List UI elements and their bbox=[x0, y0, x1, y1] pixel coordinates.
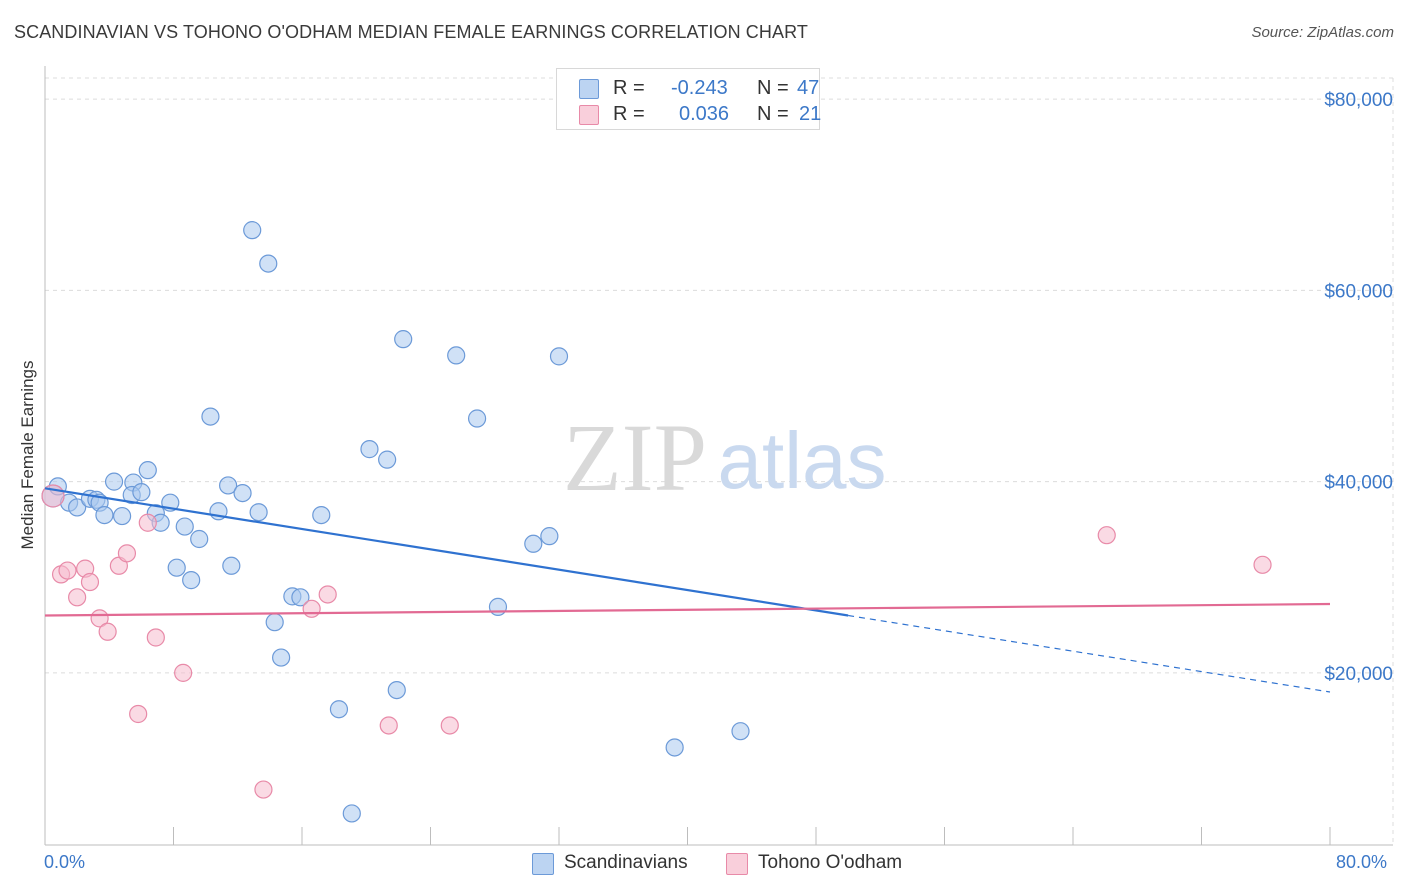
y-tick-labels: $20,000 $40,000 $60,000 $80,000 bbox=[1324, 90, 1393, 685]
scandinavian-point bbox=[272, 648, 291, 667]
scandinavian-point bbox=[222, 556, 241, 575]
scandinavian-point bbox=[182, 571, 201, 590]
tohono-point bbox=[117, 544, 137, 563]
y-axis-label: Median Female Earnings bbox=[18, 360, 37, 550]
y-tick-label: $40,000 bbox=[1324, 473, 1393, 494]
legend-swatch-blue bbox=[579, 79, 599, 99]
scandinavian-point bbox=[342, 804, 361, 823]
tohono-point bbox=[318, 585, 337, 604]
scandinavian-point bbox=[488, 597, 508, 616]
scandinavian-point bbox=[265, 613, 284, 632]
scandinavian-point bbox=[167, 558, 186, 577]
scandinavian-point bbox=[68, 498, 87, 517]
scandinavian-point bbox=[95, 505, 114, 525]
legend-n-label: N = bbox=[757, 77, 789, 99]
tohono-point bbox=[1253, 555, 1272, 574]
legend-swatch-pink bbox=[579, 105, 599, 125]
scandinavian-point bbox=[540, 527, 559, 546]
legend-swatch-blue bbox=[532, 853, 554, 875]
scandinavian-point bbox=[219, 476, 238, 495]
scandinavian-point bbox=[467, 409, 487, 428]
tohono-point bbox=[58, 561, 77, 580]
chart-source: Source: ZipAtlas.com bbox=[1251, 24, 1394, 41]
legend-swatch-pink bbox=[726, 853, 748, 875]
y-tick-label: $80,000 bbox=[1324, 90, 1393, 111]
scandinavian-point bbox=[259, 254, 278, 273]
scandinavian-point bbox=[175, 517, 194, 536]
watermark: ZIP atlas bbox=[563, 404, 886, 511]
scandinavian-point bbox=[249, 503, 268, 522]
axes bbox=[44, 66, 1393, 846]
scandinavian-point bbox=[549, 347, 569, 366]
scandinavian-point bbox=[378, 450, 397, 469]
tohono-point bbox=[440, 716, 459, 735]
tohono-points bbox=[41, 484, 1272, 799]
scandinavian-point bbox=[104, 472, 124, 491]
scandinavian-point bbox=[394, 330, 413, 349]
legend-n-value: 47 bbox=[797, 77, 820, 99]
legend-r-label: R = bbox=[613, 103, 645, 125]
x-tick-label-max: 80.0% bbox=[1336, 852, 1388, 872]
x-tick-label-min: 0.0% bbox=[44, 852, 86, 872]
tohono-point bbox=[174, 663, 193, 682]
legend-n-value: 21 bbox=[799, 103, 822, 125]
scandinavian-point bbox=[233, 484, 252, 503]
scandinavian-point bbox=[312, 505, 331, 525]
scandinavian-point bbox=[665, 738, 684, 757]
correlation-legend: R = -0.243 N = 47 R = 0.036 N = 21 bbox=[556, 68, 822, 130]
legend-label: Scandinavians bbox=[564, 852, 688, 873]
tohono-point bbox=[302, 599, 321, 618]
tohono-trend-line bbox=[44, 602, 1331, 617]
scandinavian-point bbox=[360, 440, 379, 459]
tohono-point bbox=[254, 780, 273, 799]
chart-title: SCANDINAVIAN VS TOHONO O'ODHAM MEDIAN FE… bbox=[14, 22, 808, 42]
scandinavian-point bbox=[291, 588, 310, 607]
scandinavian-point bbox=[731, 722, 750, 741]
tohono-point bbox=[68, 588, 87, 607]
scandinavians-trend-line bbox=[44, 487, 849, 617]
legend-r-value: -0.243 bbox=[671, 77, 728, 99]
scandinavian-point bbox=[190, 529, 209, 549]
scandinavian-point bbox=[201, 407, 220, 426]
legend-n-label: N = bbox=[757, 103, 789, 125]
legend-label: Tohono O'odham bbox=[758, 852, 903, 873]
tohono-point bbox=[379, 716, 398, 735]
y-tick-label: $60,000 bbox=[1324, 281, 1393, 302]
trend-lines bbox=[44, 487, 1331, 693]
scandinavian-point bbox=[387, 680, 406, 700]
y-tick-label: $20,000 bbox=[1324, 664, 1393, 685]
scandinavian-point bbox=[447, 346, 466, 365]
tohono-point bbox=[80, 572, 100, 592]
scandinavian-point bbox=[524, 534, 543, 553]
scandinavian-point bbox=[138, 461, 157, 480]
watermark-atlas: atlas bbox=[718, 416, 887, 505]
scandinavian-point bbox=[112, 506, 132, 526]
tohono-point bbox=[129, 704, 148, 724]
legend-r-label: R = bbox=[613, 77, 645, 99]
tohono-point bbox=[1097, 526, 1116, 545]
legend-r-value: 0.036 bbox=[679, 103, 730, 125]
scandinavians-trend-extension bbox=[848, 614, 1331, 693]
watermark-zip: ZIP bbox=[563, 404, 707, 511]
scandinavian-point bbox=[132, 483, 151, 502]
tohono-point bbox=[146, 628, 165, 647]
tohono-point bbox=[138, 513, 157, 532]
scandinavian-point bbox=[329, 700, 349, 719]
tohono-point bbox=[98, 622, 117, 641]
scandinavian-point bbox=[243, 221, 262, 240]
